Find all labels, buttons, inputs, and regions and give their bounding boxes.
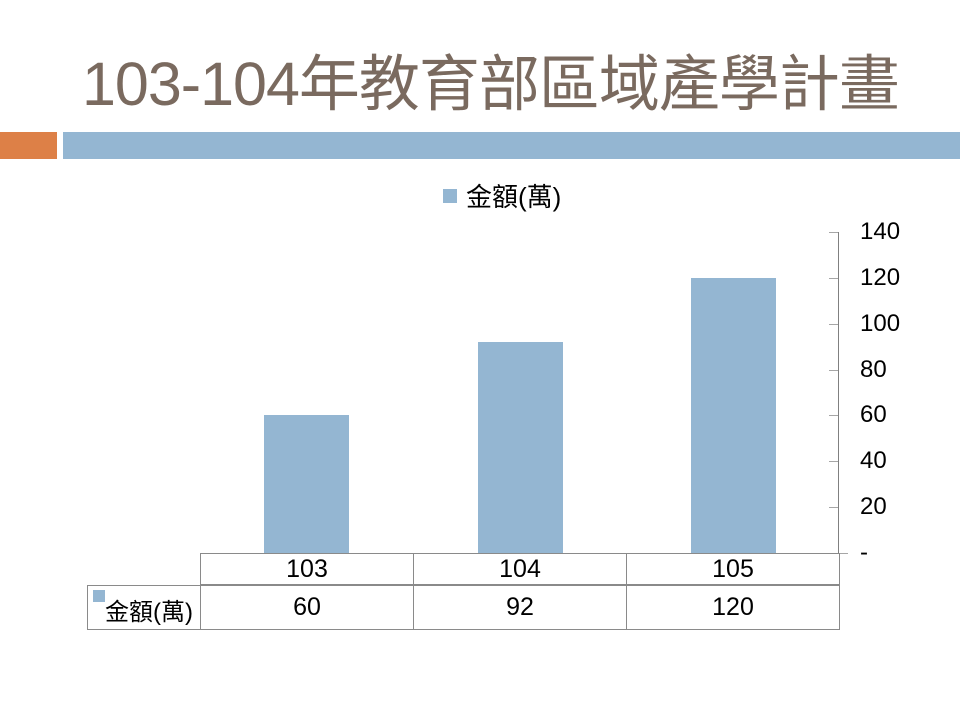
y-tick-mark — [829, 232, 838, 233]
y-axis-line — [838, 232, 839, 553]
chart-data-table: 103 104 105 金額(萬) 60 92 120 — [87, 553, 840, 630]
bar-105 — [691, 278, 776, 553]
y-tick-label: 40 — [860, 447, 887, 474]
value-row: 金額(萬) 60 92 120 — [87, 585, 840, 630]
y-tick-label: 20 — [860, 493, 887, 520]
y-tick-label: 80 — [860, 356, 887, 383]
category-cell: 103 — [286, 555, 328, 583]
bar-104 — [478, 342, 563, 553]
category-cell: 104 — [413, 554, 626, 584]
series-key-icon — [93, 590, 105, 602]
legend-swatch-icon — [443, 189, 457, 203]
value-cell: 60 — [293, 593, 321, 621]
accent-blue-bar — [63, 132, 960, 159]
y-tick-mark — [829, 370, 838, 371]
y-tick-mark — [829, 278, 838, 279]
series-row-header: 金額(萬) — [88, 586, 201, 629]
value-cells: 60 92 120 — [201, 586, 839, 629]
series-name: 金額(萬) — [105, 599, 193, 626]
y-tick-mark — [829, 415, 838, 416]
chart-legend: 金額(萬) — [443, 184, 561, 210]
y-tick-mark — [839, 553, 848, 554]
slide-title: 103-104年教育部區域產學計畫 — [82, 50, 900, 118]
y-tick-label: 120 — [860, 264, 901, 291]
bar-103 — [264, 415, 349, 553]
y-tick-label: 100 — [860, 310, 901, 337]
y-tick-mark — [829, 507, 838, 508]
y-tick-label: - — [860, 539, 868, 566]
value-cell: 120 — [626, 586, 839, 629]
value-cell: 92 — [413, 586, 626, 629]
category-cell: 105 — [626, 554, 839, 584]
legend-label: 金額(萬) — [466, 182, 562, 212]
y-tick-label: 140 — [860, 218, 901, 245]
y-tick-mark — [829, 461, 838, 462]
y-tick-label: 60 — [860, 401, 887, 428]
accent-orange-block — [0, 132, 57, 159]
category-row: 103 104 105 — [200, 553, 840, 585]
y-tick-mark — [829, 324, 838, 325]
